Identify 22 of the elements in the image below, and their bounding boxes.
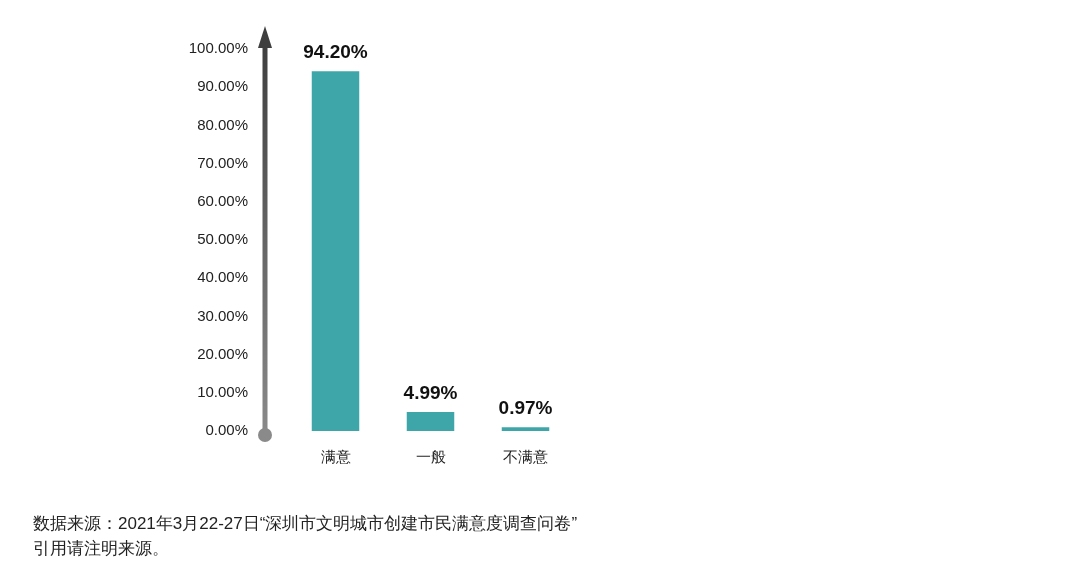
text: 引用请注明来源。 (33, 538, 170, 560)
data-label: 4.99% (403, 381, 458, 403)
bar (501, 427, 550, 431)
bar (406, 411, 455, 431)
y-tick-label: 80.00% (197, 115, 248, 133)
y-tick-label: 20.00% (197, 344, 248, 362)
data-label: 94.20% (303, 40, 368, 62)
x-tick-label: 满意 (320, 448, 351, 466)
y-tick-label: 70.00% (197, 153, 248, 171)
bar (311, 71, 360, 431)
y-tick-label: 100.00% (188, 39, 248, 57)
y-tick-label: 10.00% (197, 382, 248, 400)
y-tick-label: 30.00% (197, 306, 248, 324)
source-note: 数据来源：2021年3月22-27日“深圳市文明城市创建市民满意度调查问卷” (33, 513, 578, 535)
y-tick-label: 0.00% (205, 421, 248, 439)
x-tick-label: 不满意 (503, 448, 548, 466)
y-tick-label: 40.00% (197, 268, 248, 286)
data-label: 0.97% (498, 397, 553, 419)
y-tick-label: 50.00% (197, 230, 248, 248)
x-tick-label: 一般 (415, 448, 446, 466)
y-tick-label: 60.00% (197, 191, 248, 209)
y-tick-label: 90.00% (197, 77, 248, 95)
